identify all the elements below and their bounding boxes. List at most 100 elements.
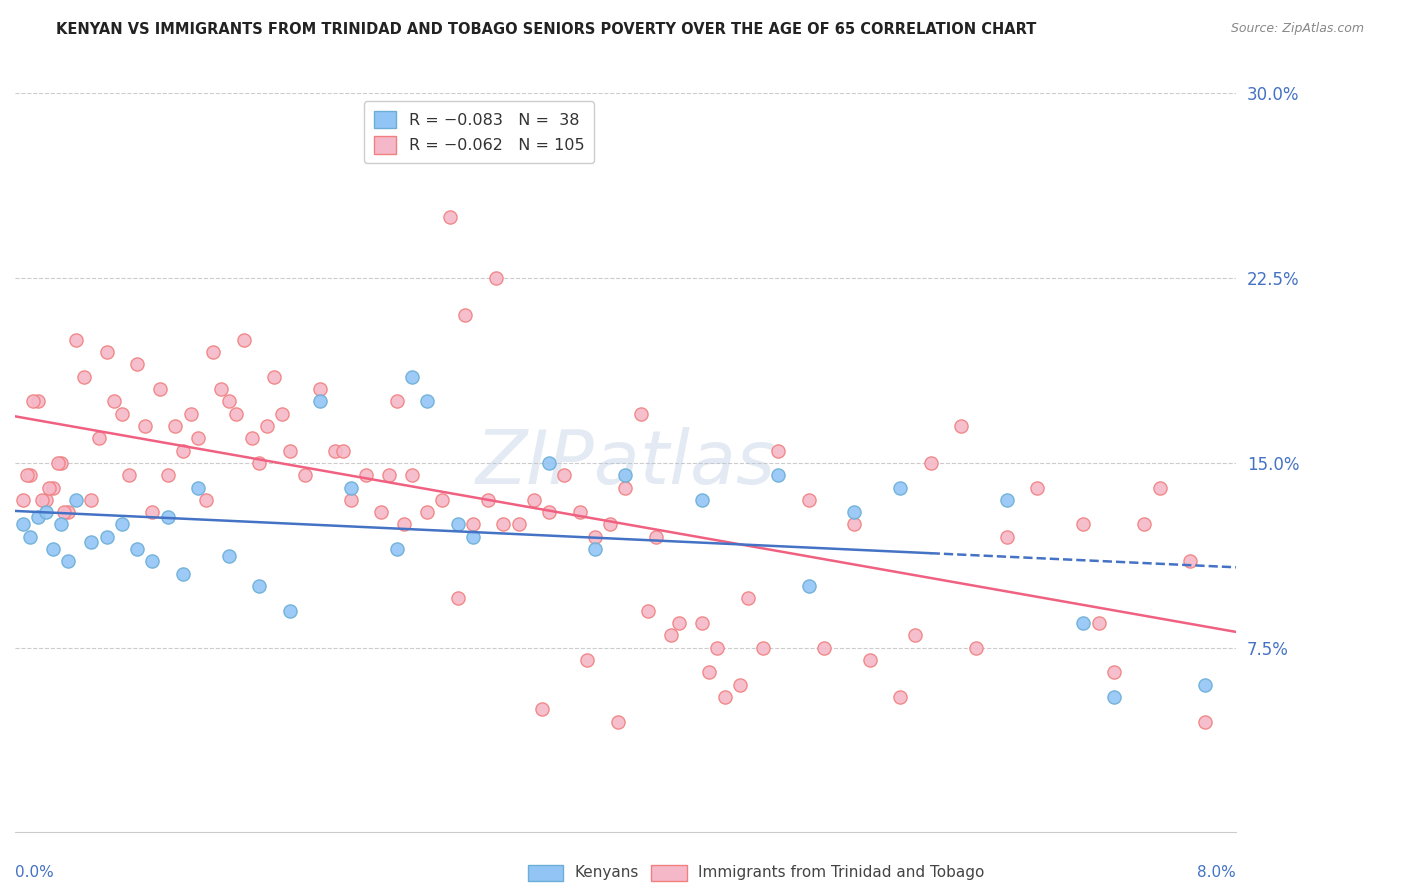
Point — [813, 640, 835, 655]
Point — [339, 481, 361, 495]
Point — [454, 308, 477, 322]
Point — [583, 542, 606, 557]
Point — [187, 431, 209, 445]
Text: 8.0%: 8.0% — [1197, 865, 1236, 880]
Point — [553, 468, 575, 483]
Point — [34, 505, 56, 519]
Point — [766, 468, 789, 483]
Point — [11, 517, 34, 532]
Point — [1026, 481, 1049, 495]
Point — [46, 456, 69, 470]
Point — [538, 456, 561, 470]
Point — [34, 492, 56, 507]
Point — [1194, 714, 1216, 729]
Point — [332, 443, 354, 458]
Point — [385, 542, 408, 557]
Point — [416, 505, 439, 519]
Point — [278, 604, 301, 618]
Point — [127, 357, 149, 371]
Point — [752, 640, 775, 655]
Point — [606, 714, 628, 729]
Point — [378, 468, 401, 483]
Point — [247, 456, 270, 470]
Point — [844, 517, 866, 532]
Point — [659, 628, 682, 642]
Point — [477, 492, 499, 507]
Point — [218, 394, 240, 409]
Point — [278, 443, 301, 458]
Point — [31, 492, 53, 507]
Point — [354, 468, 377, 483]
Point — [614, 468, 637, 483]
Point — [995, 530, 1018, 544]
Point — [889, 481, 911, 495]
Point — [950, 418, 973, 433]
Text: KENYAN VS IMMIGRANTS FROM TRINIDAD AND TOBAGO SENIORS POVERTY OVER THE AGE OF 65: KENYAN VS IMMIGRANTS FROM TRINIDAD AND T… — [56, 22, 1036, 37]
Point — [149, 382, 172, 396]
Point — [713, 690, 735, 704]
Point — [1071, 615, 1094, 630]
Point — [111, 407, 134, 421]
Point — [995, 492, 1018, 507]
Point — [965, 640, 987, 655]
Point — [232, 333, 254, 347]
Point — [111, 517, 134, 532]
Point — [103, 394, 125, 409]
Text: ZIPatlas: ZIPatlas — [475, 427, 776, 499]
Point — [530, 702, 553, 716]
Point — [339, 492, 361, 507]
Point — [271, 407, 294, 421]
Point — [1102, 690, 1125, 704]
Point — [461, 530, 484, 544]
Point — [27, 394, 49, 409]
Point — [156, 510, 179, 524]
Point — [165, 418, 187, 433]
Point — [645, 530, 668, 544]
Point — [240, 431, 263, 445]
Point — [65, 492, 87, 507]
Point — [294, 468, 316, 483]
Text: Source: ZipAtlas.com: Source: ZipAtlas.com — [1230, 22, 1364, 36]
Point — [202, 345, 225, 359]
Point — [637, 604, 659, 618]
Point — [156, 468, 179, 483]
Point — [87, 431, 110, 445]
Point — [127, 542, 149, 557]
Point — [706, 640, 728, 655]
Point — [20, 468, 42, 483]
Point — [73, 369, 96, 384]
Point — [401, 468, 423, 483]
Point — [859, 653, 882, 667]
Point — [263, 369, 285, 384]
Point — [179, 407, 201, 421]
Point — [401, 369, 423, 384]
Point — [766, 443, 789, 458]
Point — [889, 690, 911, 704]
Point — [15, 468, 38, 483]
Point — [1178, 554, 1201, 568]
Point — [309, 394, 332, 409]
Point — [325, 443, 347, 458]
Point — [141, 505, 163, 519]
Point — [904, 628, 927, 642]
Point — [58, 554, 80, 568]
Point — [920, 456, 942, 470]
Point — [690, 615, 713, 630]
Point — [49, 456, 72, 470]
Point — [58, 505, 80, 519]
Point — [1194, 677, 1216, 691]
Point — [225, 407, 247, 421]
Point — [797, 579, 820, 593]
Point — [844, 505, 866, 519]
Point — [309, 382, 332, 396]
Point — [11, 492, 34, 507]
Point — [49, 517, 72, 532]
Point — [439, 210, 461, 224]
Point — [96, 345, 118, 359]
Point — [247, 579, 270, 593]
Point — [1087, 615, 1109, 630]
Text: 0.0%: 0.0% — [15, 865, 53, 880]
Point — [576, 653, 599, 667]
Point — [218, 549, 240, 564]
Point — [461, 517, 484, 532]
